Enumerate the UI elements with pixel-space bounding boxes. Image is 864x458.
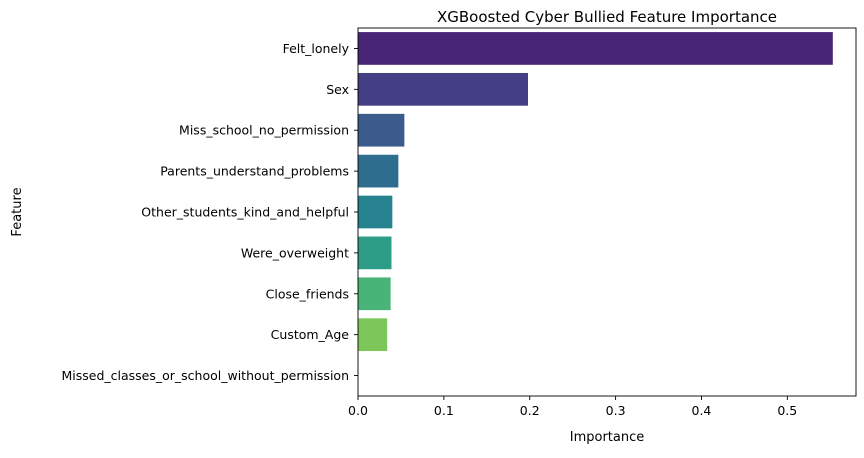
x-tick-label: 0.5 <box>777 403 797 418</box>
y-axis-label: Feature <box>10 187 25 236</box>
plot-frame <box>357 27 857 397</box>
bar-felt-lonely <box>358 32 833 65</box>
x-ticks-group: 0.0 0.1 0.2 0.3 0.4 0.5 <box>348 396 797 418</box>
x-tick-label: 0.1 <box>434 403 454 418</box>
bar-sex <box>358 72 529 106</box>
bar-close-friends <box>358 277 391 311</box>
y-ticks-group: Felt_lonely Sex Miss_school_no_permission P… <box>61 41 358 383</box>
bar-miss-school-no-permission <box>358 113 405 147</box>
y-tick-label: Missed_classes_or_school_without_permiss… <box>61 368 349 383</box>
x-tick-label: 0.0 <box>348 403 368 418</box>
y-tick-label: Miss_school_no_permission <box>179 123 349 138</box>
y-tick-label: Felt_lonely <box>283 41 350 56</box>
bar-were-overweight <box>358 236 392 270</box>
x-tick-label: 0.4 <box>692 403 712 418</box>
chart-title: XGBoosted Cyber Bullied Feature Importan… <box>437 8 777 26</box>
bar-other-students-kind-and-helpful <box>358 195 393 229</box>
y-tick-label: Close_friends <box>266 286 349 301</box>
x-axis-label: Importance <box>570 430 645 445</box>
y-tick-label: Parents_understand_problems <box>160 164 349 179</box>
y-tick-label: Sex <box>326 82 349 97</box>
bar-parents-understand-problems <box>358 154 399 188</box>
x-tick-label: 0.2 <box>520 403 540 418</box>
y-tick-label: Were_overweight <box>241 245 349 260</box>
y-tick-label: Custom_Age <box>271 327 350 342</box>
bar-custom-age <box>358 318 388 352</box>
bars-group <box>358 32 833 352</box>
x-tick-label: 0.3 <box>606 403 626 418</box>
y-tick-label: Other_students_kind_and_helpful <box>141 205 349 220</box>
